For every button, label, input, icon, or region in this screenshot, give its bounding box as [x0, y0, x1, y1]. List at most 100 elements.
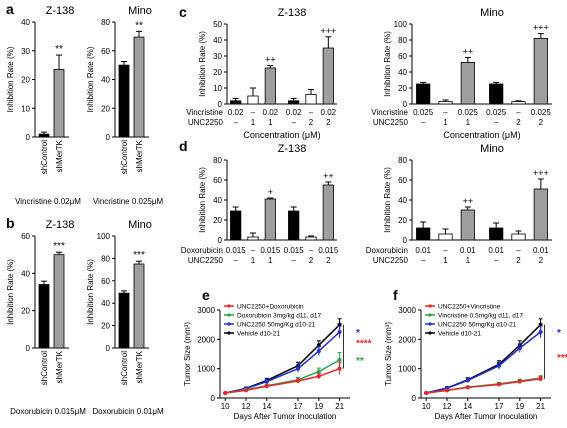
- drug-dose-label: 0.02: [321, 108, 337, 117]
- category-label: shMerTK: [55, 350, 64, 383]
- y-tick-label: 0: [106, 344, 111, 353]
- x-tick-label: 12: [242, 402, 251, 411]
- panel-letter-f: f: [393, 287, 398, 303]
- y-tick-label: 0: [403, 100, 408, 109]
- y-tick-label: 0: [412, 394, 417, 403]
- category-label: shControl: [120, 351, 129, 385]
- y-tick-label: 3000: [197, 306, 215, 315]
- bar: [133, 263, 145, 349]
- y-tick-label: 40: [21, 269, 30, 278]
- chart-title: Z-138: [278, 143, 307, 155]
- data-point: [264, 384, 269, 389]
- bar: [53, 254, 65, 349]
- data-point: [517, 346, 522, 351]
- y-tick-label: 40: [398, 68, 407, 77]
- x-axis-label: Days After Tumor Inoculation: [435, 412, 538, 421]
- unc2250-dose-label: –: [494, 256, 499, 265]
- unc2250-dose-label: 2: [326, 118, 331, 127]
- bar: [511, 233, 526, 241]
- significance-stars: **: [135, 20, 143, 31]
- y-tick-label: 20: [21, 307, 30, 316]
- drug-dose-label: –: [309, 108, 314, 117]
- y-axis-label: Inhibition Rate (%): [383, 31, 392, 97]
- bar: [133, 36, 145, 138]
- y-tick-label: 60: [398, 52, 407, 61]
- panel-letter-a: a: [6, 1, 14, 17]
- bar: [533, 38, 548, 105]
- x-tick-label: 12: [443, 402, 452, 411]
- y-axis-label: Inhibition Rate (%): [198, 31, 207, 97]
- bar: [416, 227, 431, 241]
- y-tick-label: 20: [398, 216, 407, 225]
- category-label: shMerTK: [55, 139, 64, 172]
- legend-marker: [428, 331, 432, 335]
- y-tick-label: 0: [403, 236, 408, 245]
- chart-title: Mino: [128, 5, 152, 17]
- legend-entry: UNC2250+Doxorubicin: [237, 304, 304, 311]
- y-axis-label: Inhibition Rate (%): [198, 167, 207, 233]
- x-caption: Vincristine 0.025μM: [93, 197, 164, 206]
- unc2250-dose-label: 1: [443, 118, 448, 127]
- row-label-unc2250: UNC2250: [373, 118, 409, 127]
- drug-dose-label: 0.01: [415, 246, 431, 255]
- legend-entry: UNC2250 50mg/Kg d10-21: [438, 322, 517, 329]
- bar: [489, 227, 504, 241]
- drug-dose-label: 0.015: [260, 246, 281, 255]
- unc2250-dose-label: 1: [466, 118, 471, 127]
- drug-dose-label: 0.02: [228, 108, 244, 117]
- row-label-unc2250: UNC2250: [373, 256, 409, 265]
- bar: [288, 100, 300, 105]
- unc2250-dose-label: 1: [443, 256, 448, 265]
- data-point: [296, 366, 300, 371]
- bar: [53, 69, 65, 138]
- y-tick-label: 40: [398, 196, 407, 205]
- y-tick-label: 60: [101, 47, 110, 56]
- panel-letter-e: e: [202, 287, 210, 303]
- y-axis-label: Inhibition Rate (%): [6, 46, 15, 112]
- drug-dose-label: 0.02: [286, 108, 302, 117]
- drug-dose-label: 0.01: [533, 246, 549, 255]
- legend-entry: Vincristine 0.5mg/kg d11, d17: [438, 313, 523, 320]
- drug-dose-label: –: [516, 108, 521, 117]
- data-point: [316, 369, 321, 374]
- data-point: [424, 391, 429, 396]
- drug-dose-label: –: [516, 246, 521, 255]
- y-tick-label: 0: [218, 236, 223, 245]
- significance-marks: ++: [463, 196, 474, 206]
- chart-title: Z-138: [46, 5, 75, 17]
- data-point: [517, 379, 522, 384]
- bar: [288, 210, 300, 241]
- y-tick-label: 0: [26, 344, 31, 353]
- bar: [247, 236, 259, 241]
- legend-marker: [227, 322, 231, 326]
- significance-marks: ++: [323, 171, 334, 181]
- y-tick-label: 0: [26, 133, 31, 142]
- significance-marks: +: [268, 187, 273, 197]
- bar: [230, 210, 242, 241]
- series-line: [426, 378, 541, 394]
- y-axis-label: Inhibition Rate (%): [6, 259, 15, 325]
- row-label-drug: Doxorubicin: [366, 246, 408, 255]
- unc2250-dose-label: –: [291, 118, 296, 127]
- y-tick-label: 60: [101, 277, 110, 286]
- chart-title: Mino: [480, 7, 504, 19]
- y-tick-label: 10: [213, 84, 222, 93]
- unc2250-dose-label: –: [494, 118, 499, 127]
- y-tick-label: 20: [101, 322, 110, 331]
- unc2250-dose-label: 2: [516, 256, 521, 265]
- significance-marks: ++: [265, 55, 276, 65]
- y-tick-label: 0: [211, 394, 216, 403]
- drug-dose-label: 0.02: [263, 108, 279, 117]
- x-tick-label: 21: [536, 402, 545, 411]
- drug-dose-label: –: [443, 108, 448, 117]
- unc2250-dose-label: –: [421, 256, 426, 265]
- row-label-unc2250: UNC2250: [188, 118, 224, 127]
- x-tick-label: 19: [314, 402, 323, 411]
- category-label: shMerTK: [135, 350, 144, 383]
- x-tick-label: 17: [294, 402, 303, 411]
- y-tick-label: 1000: [197, 365, 215, 374]
- y-tick-label: 20: [398, 84, 407, 93]
- unc2250-dose-label: 2: [516, 118, 521, 127]
- unc2250-dose-label: –: [233, 256, 238, 265]
- y-tick-label: 0: [106, 133, 111, 142]
